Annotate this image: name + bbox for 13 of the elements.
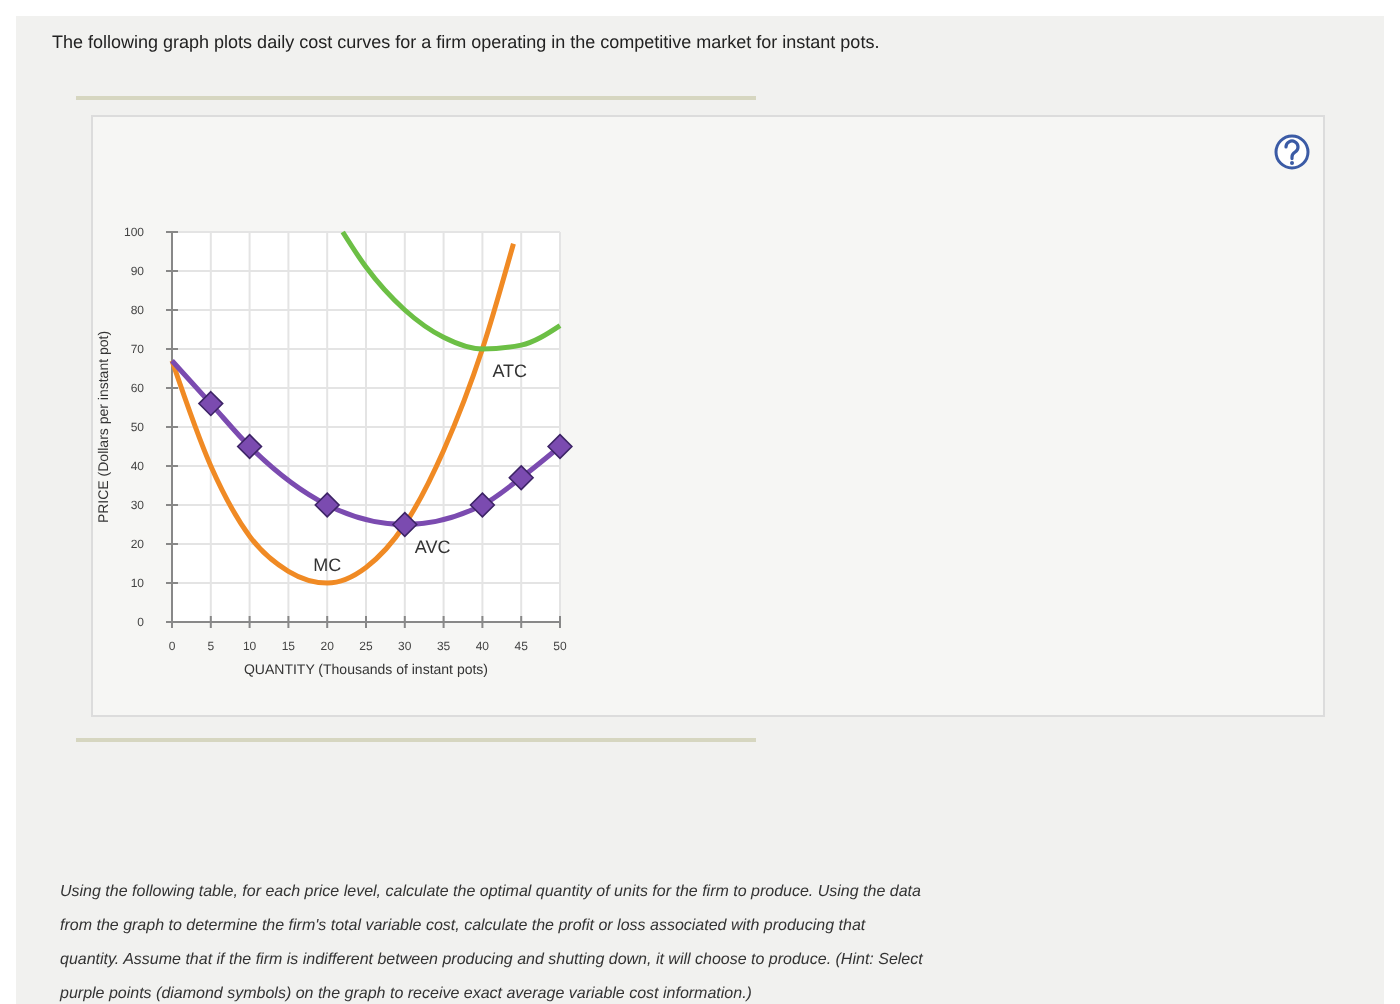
point — [198, 390, 224, 417]
point — [392, 511, 418, 538]
line-series — [340, 229, 563, 352]
point — [547, 433, 573, 460]
point — [236, 433, 263, 460]
point — [314, 492, 340, 518]
chart-title: The following graph plots daily cost curves for a firm operating in the competitive market for instant pots. — [52, 32, 880, 52]
text: Using the following table, for each price level, calculate the optimal quantity of units for the firm to produce. Using the data from the graph to determine the firm's total variable cost, calculate the profit or loss associated with producing that quantity. Assume that if the firm is indifferent between producing and shutting down, it will choose to produce. (Hint: Select purple points (diamond symbols) on the graph to receive exact average variable cost information.) — [58, 882, 925, 1002]
series-label: ATC — [492, 361, 529, 381]
series-label: AVC — [414, 536, 452, 557]
series-label: MC — [313, 555, 343, 575]
point — [469, 492, 496, 518]
point — [508, 465, 534, 491]
